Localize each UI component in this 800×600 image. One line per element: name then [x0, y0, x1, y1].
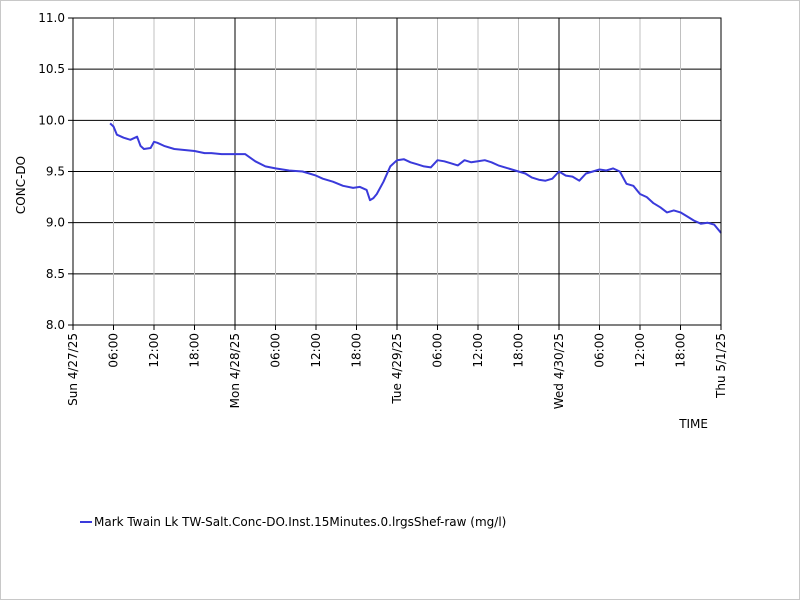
x-tick-label: 12:00: [147, 333, 161, 368]
plot-border: [72, 17, 722, 326]
y-tick-label: 10.0: [38, 113, 65, 127]
x-tick-label: 06:00: [593, 333, 607, 368]
x-axis-title: TIME: [678, 417, 708, 431]
y-tick-label: 9.5: [46, 165, 65, 179]
x-tick-label: 12:00: [309, 333, 323, 368]
x-tick-label: 06:00: [107, 333, 121, 368]
x-tick-label: 18:00: [188, 333, 202, 368]
x-tick-label: 18:00: [674, 333, 688, 368]
y-tick-label: 9.0: [46, 216, 65, 230]
x-tick-label: 18:00: [350, 333, 364, 368]
x-tick-label: Thu 5/1/25: [714, 333, 728, 399]
x-tick-label: 06:00: [431, 333, 445, 368]
x-tick-label: Tue 4/29/25: [390, 333, 404, 405]
x-tick-label: 12:00: [633, 333, 647, 368]
x-tick-label: 06:00: [269, 333, 283, 368]
x-tick-labels: Sun 4/27/25 06:00 12:00 18:00 Mon 4/28/25 06:…: [66, 333, 728, 409]
x-tick-label: Wed 4/30/25: [552, 333, 566, 409]
legend: Mark Twain Lk TW-Salt.Conc-DO.Inst.15Min…: [80, 515, 506, 529]
series-line-0: [109, 122, 722, 234]
legend-label: Mark Twain Lk TW-Salt.Conc-DO.Inst.15Min…: [94, 515, 506, 529]
x-tick-label: Mon 4/28/25: [228, 333, 242, 408]
x-tick-label: Sun 4/27/25: [66, 333, 80, 406]
y-tick-label: 8.5: [46, 267, 65, 281]
x-tick-label: 18:00: [512, 333, 526, 368]
y-tick-label: 11.0: [38, 11, 65, 25]
series-layer: [109, 122, 722, 234]
y-tick-label: 8.0: [46, 318, 65, 332]
x-tick-label: 12:00: [471, 333, 485, 368]
y-tick-label: 10.5: [38, 62, 65, 76]
y-tick-labels: 8.0 8.5 9.0 9.5 10.0 10.5 11.0: [38, 11, 65, 332]
y-axis-title: CONC-DO: [14, 156, 28, 214]
